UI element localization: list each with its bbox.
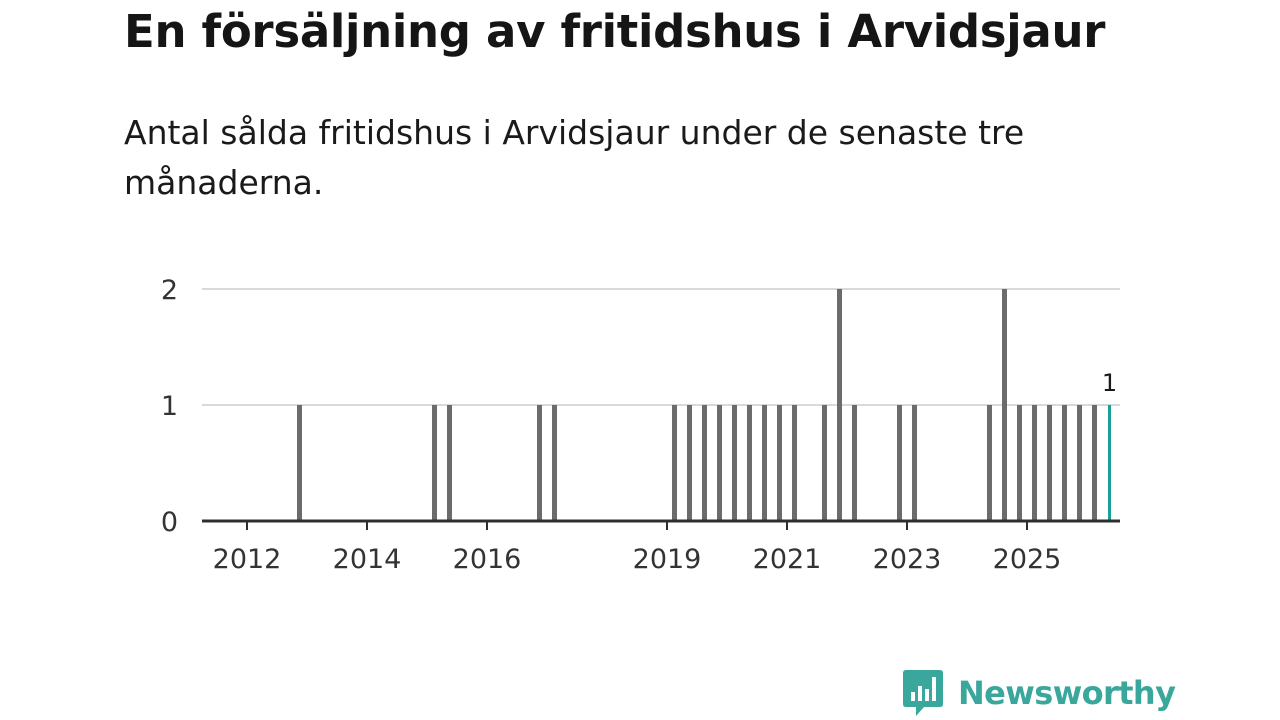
x-tick-label: 2014 <box>333 544 402 575</box>
bar-2020Q4 <box>777 405 782 521</box>
x-tick-label: 2021 <box>753 544 822 575</box>
bar-2015Q2 <box>447 405 452 521</box>
x-tick-label: 2025 <box>993 544 1062 575</box>
bar-2017Q1 <box>552 405 557 521</box>
annotations: 1 <box>1102 369 1117 397</box>
gridlines <box>202 288 1120 406</box>
bar-2024Q2 <box>987 405 992 521</box>
bar-2024Q4 <box>1017 405 1022 521</box>
x-tick-label: 2012 <box>213 544 282 575</box>
x-tick-label: 2016 <box>453 544 522 575</box>
newsworthy-logo: Newsworthy <box>902 668 1176 718</box>
bar-2020Q2 <box>747 405 752 521</box>
y-tick-label: 1 <box>161 391 178 422</box>
brand-name: Newsworthy <box>958 674 1176 712</box>
bar-2021Q1 <box>792 405 797 521</box>
bar-2023Q1 <box>912 405 917 521</box>
bar-2019Q3 <box>702 405 707 521</box>
chart-subtitle: Antal sålda fritidshus i Arvidsjaur unde… <box>124 113 1025 202</box>
bar-2021Q3 <box>822 405 827 521</box>
y-tick-label: 2 <box>161 275 178 306</box>
bar-2021Q4 <box>837 289 842 521</box>
y-axis-ticks: 0 1 2 <box>161 275 178 538</box>
bar-2022Q1 <box>852 405 857 521</box>
bar-2025Q2 <box>1047 405 1052 521</box>
x-tick-label: 2023 <box>873 544 942 575</box>
bar-highlight-2026Q2 <box>1108 405 1111 521</box>
bars <box>297 289 1111 521</box>
bar-2019Q4 <box>717 405 722 521</box>
bar-2022Q4 <box>897 405 902 521</box>
chat-bubble-bar-chart-icon <box>903 670 943 716</box>
bar-2016Q4 <box>537 405 542 521</box>
bar-2012Q4 <box>297 405 302 521</box>
bar-2026Q1 <box>1092 405 1097 521</box>
bar-2025Q4 <box>1077 405 1082 521</box>
bar-2025Q3 <box>1062 405 1067 521</box>
chart-title: En försäljning av fritidshus i Arvidsjau… <box>124 5 1106 58</box>
bar-2020Q1 <box>732 405 737 521</box>
bar-value-label: 1 <box>1102 369 1117 397</box>
bar-2025Q1 <box>1032 405 1037 521</box>
bar-2019Q1 <box>672 405 677 521</box>
bar-2019Q2 <box>687 405 692 521</box>
bar-2024Q3 <box>1002 289 1007 521</box>
bar-2015Q1 <box>432 405 437 521</box>
x-tick-label: 2019 <box>633 544 702 575</box>
x-axis-ticks: 2012 2014 2016 2019 2021 2023 2025 <box>213 521 1062 575</box>
bar-2020Q3 <box>762 405 767 521</box>
y-tick-label: 0 <box>161 507 178 538</box>
